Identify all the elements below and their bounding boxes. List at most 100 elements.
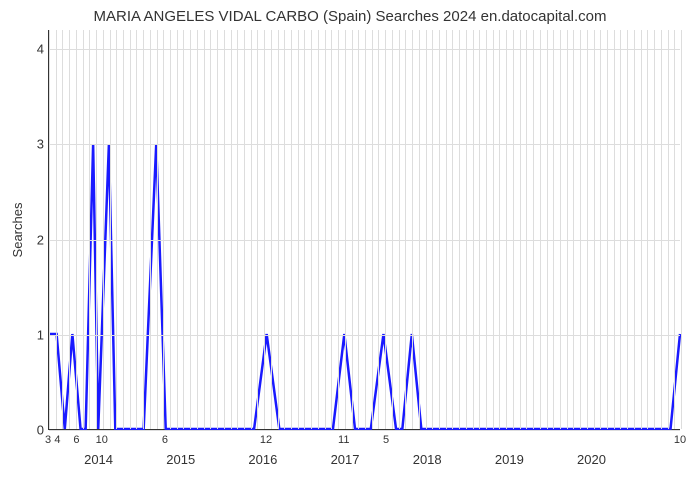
grid-line-vertical	[244, 30, 245, 429]
grid-line-vertical	[264, 30, 265, 429]
grid-line-vertical	[136, 30, 137, 429]
grid-line-vertical	[345, 30, 346, 429]
data-point-label: 10	[96, 434, 108, 446]
grid-line-vertical	[224, 30, 225, 429]
grid-line-vertical	[96, 30, 97, 429]
grid-line-vertical	[573, 30, 574, 429]
grid-line-vertical	[325, 30, 326, 429]
grid-line-vertical	[123, 30, 124, 429]
grid-line-vertical	[580, 30, 581, 429]
grid-line-vertical	[553, 30, 554, 429]
x-year-label: 2018	[413, 452, 442, 467]
grid-line-vertical	[459, 30, 460, 429]
grid-line-vertical	[298, 30, 299, 429]
x-year-label: 2017	[331, 452, 360, 467]
y-tick-label: 1	[37, 327, 44, 342]
grid-line-vertical	[257, 30, 258, 429]
grid-line-vertical	[177, 30, 178, 429]
grid-line-vertical	[412, 30, 413, 429]
grid-line-vertical	[217, 30, 218, 429]
grid-line-vertical	[251, 30, 252, 429]
data-point-label: 6	[73, 434, 79, 446]
grid-line-vertical	[681, 30, 682, 429]
grid-line-vertical	[76, 30, 77, 429]
grid-line-vertical	[405, 30, 406, 429]
grid-line-vertical	[372, 30, 373, 429]
grid-line-vertical	[661, 30, 662, 429]
grid-line-vertical	[83, 30, 84, 429]
grid-line-vertical	[520, 30, 521, 429]
grid-line-vertical	[668, 30, 669, 429]
grid-line-vertical	[426, 30, 427, 429]
grid-line-vertical	[547, 30, 548, 429]
data-point-label: 12	[260, 434, 272, 446]
data-point-label: 4	[54, 434, 60, 446]
grid-line-vertical	[143, 30, 144, 429]
grid-line-vertical	[157, 30, 158, 429]
grid-line-vertical	[204, 30, 205, 429]
data-point-label: 5	[383, 434, 389, 446]
grid-line-vertical	[614, 30, 615, 429]
grid-line-vertical	[526, 30, 527, 429]
grid-line-vertical	[600, 30, 601, 429]
grid-line-vertical	[352, 30, 353, 429]
y-tick-label: 2	[37, 232, 44, 247]
grid-line-vertical	[567, 30, 568, 429]
y-tick-label: 4	[37, 42, 44, 57]
x-year-label: 2014	[84, 452, 113, 467]
grid-line-vertical	[365, 30, 366, 429]
grid-line-vertical	[620, 30, 621, 429]
grid-line-vertical	[183, 30, 184, 429]
grid-line-vertical	[392, 30, 393, 429]
grid-line-vertical	[499, 30, 500, 429]
grid-line-vertical	[116, 30, 117, 429]
grid-line-vertical	[69, 30, 70, 429]
grid-line-vertical	[473, 30, 474, 429]
grid-line-vertical	[284, 30, 285, 429]
grid-line-vertical	[338, 30, 339, 429]
grid-line-vertical	[594, 30, 595, 429]
grid-line-vertical	[291, 30, 292, 429]
grid-line-vertical	[419, 30, 420, 429]
grid-line-vertical	[513, 30, 514, 429]
grid-line-vertical	[452, 30, 453, 429]
grid-line-vertical	[278, 30, 279, 429]
grid-line-vertical	[331, 30, 332, 429]
grid-line-vertical	[506, 30, 507, 429]
grid-line-vertical	[634, 30, 635, 429]
grid-line-vertical	[304, 30, 305, 429]
grid-line-vertical	[130, 30, 131, 429]
x-year-label: 2020	[577, 452, 606, 467]
grid-line-vertical	[654, 30, 655, 429]
grid-line-vertical	[103, 30, 104, 429]
grid-line-vertical	[540, 30, 541, 429]
grid-line-vertical	[533, 30, 534, 429]
grid-line-vertical	[587, 30, 588, 429]
data-point-label: 3	[45, 434, 51, 446]
grid-line-vertical	[439, 30, 440, 429]
grid-line-vertical	[150, 30, 151, 429]
x-year-label: 2016	[248, 452, 277, 467]
grid-line-vertical	[641, 30, 642, 429]
grid-line-vertical	[210, 30, 211, 429]
data-point-label: 10	[674, 434, 686, 446]
grid-line-vertical	[486, 30, 487, 429]
grid-line-vertical	[466, 30, 467, 429]
grid-line-vertical	[197, 30, 198, 429]
grid-line-vertical	[607, 30, 608, 429]
data-point-label: 11	[338, 434, 349, 446]
grid-line-vertical	[271, 30, 272, 429]
grid-line-vertical	[446, 30, 447, 429]
grid-line-vertical	[49, 30, 50, 429]
grid-line-vertical	[493, 30, 494, 429]
plot-area	[48, 30, 680, 430]
grid-line-vertical	[163, 30, 164, 429]
grid-line-vertical	[378, 30, 379, 429]
grid-line-vertical	[674, 30, 675, 429]
grid-line-vertical	[110, 30, 111, 429]
grid-line-vertical	[231, 30, 232, 429]
x-year-label: 2019	[495, 452, 524, 467]
grid-line-horizontal	[49, 430, 680, 431]
y-axis-label: Searches	[10, 203, 25, 258]
x-year-label: 2015	[166, 452, 195, 467]
